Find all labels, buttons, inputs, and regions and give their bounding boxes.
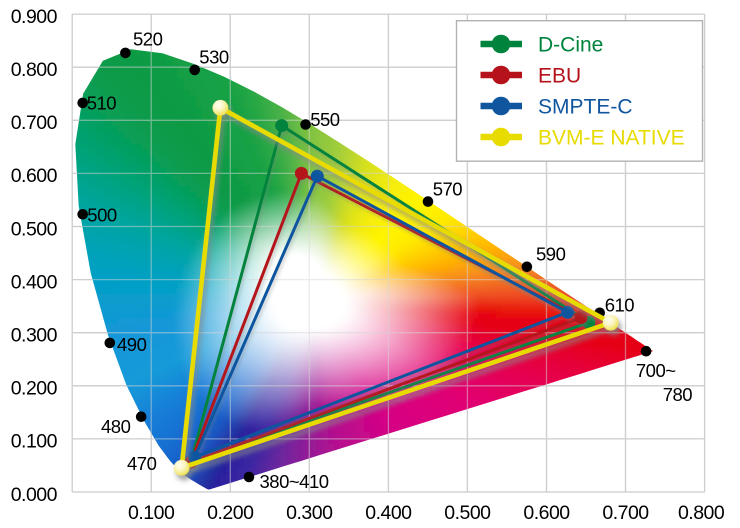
svg-text:510: 510 <box>87 93 117 114</box>
svg-text:480: 480 <box>101 416 131 437</box>
svg-text:780: 780 <box>663 384 693 405</box>
svg-text:0.700: 0.700 <box>602 502 649 524</box>
svg-text:EBU: EBU <box>538 65 581 88</box>
svg-text:0.500: 0.500 <box>11 218 58 240</box>
svg-text:0.200: 0.200 <box>207 502 254 524</box>
svg-text:470: 470 <box>127 453 157 474</box>
svg-text:0.900: 0.900 <box>11 6 58 28</box>
svg-text:0.600: 0.600 <box>523 502 570 524</box>
svg-text:0.300: 0.300 <box>286 502 333 524</box>
svg-text:530: 530 <box>199 47 229 68</box>
svg-text:0.000: 0.000 <box>11 484 58 506</box>
svg-text:0.100: 0.100 <box>128 502 175 524</box>
svg-text:BVM-E NATIVE: BVM-E NATIVE <box>538 127 685 150</box>
svg-text:590: 590 <box>536 244 566 265</box>
svg-text:0.100: 0.100 <box>11 431 58 453</box>
svg-text:0.200: 0.200 <box>11 378 58 400</box>
svg-text:0.600: 0.600 <box>11 165 58 187</box>
svg-text:380~410: 380~410 <box>260 471 329 492</box>
svg-text:0.800: 0.800 <box>11 59 58 81</box>
svg-text:570: 570 <box>433 179 463 200</box>
svg-text:610: 610 <box>605 295 635 316</box>
svg-text:0.300: 0.300 <box>11 325 58 347</box>
svg-text:550: 550 <box>310 109 340 130</box>
svg-text:0.400: 0.400 <box>11 271 58 293</box>
svg-text:700~: 700~ <box>636 360 676 381</box>
svg-text:520: 520 <box>133 29 163 50</box>
svg-text:0.400: 0.400 <box>365 502 412 524</box>
svg-text:0.800: 0.800 <box>678 502 725 524</box>
svg-text:D-Cine: D-Cine <box>538 34 603 57</box>
svg-text:0.700: 0.700 <box>11 112 58 134</box>
svg-text:SMPTE-C: SMPTE-C <box>538 96 633 119</box>
svg-text:500: 500 <box>87 205 117 226</box>
svg-text:490: 490 <box>117 334 147 355</box>
svg-text:0.500: 0.500 <box>444 502 491 524</box>
